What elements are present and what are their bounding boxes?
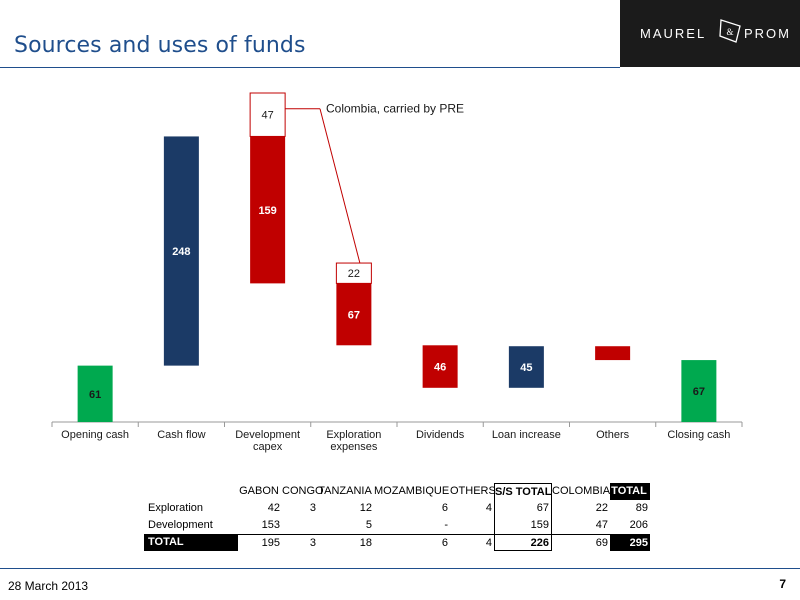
bar [250, 136, 286, 284]
table-cell: 47 [595, 519, 608, 531]
category-label: Others [596, 429, 630, 441]
page-number: 7 [779, 577, 786, 591]
table-cell: 206 [629, 519, 648, 531]
logo-mark-icon: & [719, 19, 741, 43]
waterfall-chart: 61 Opening cash 248 Cash flow 159 47 Developme… [51, 92, 743, 453]
bar [595, 346, 631, 361]
table-header-cell: GABON [239, 485, 279, 497]
table-header-cell: CONGO [282, 485, 324, 497]
data-label: 248 [172, 246, 190, 258]
category-label: Cash flow [157, 429, 205, 441]
data-label: 61 [89, 389, 101, 401]
table-cell: 5 [365, 519, 372, 531]
category-label: expenses [330, 441, 378, 453]
logo-text-right: PROM [744, 26, 791, 41]
data-label: 67 [348, 309, 360, 321]
bar [163, 136, 199, 366]
logo-mark-text: & [726, 27, 733, 37]
bar [508, 346, 544, 388]
footer-date: 28 March 2013 [8, 579, 89, 593]
table-cell: 295 [610, 534, 650, 551]
table-header-cell: COLOMBIA [552, 485, 611, 497]
carried-bar [249, 92, 286, 137]
table-cell: 3 [282, 534, 318, 551]
carried-bar [335, 262, 372, 284]
table-header-cell: TOTAL [610, 483, 650, 500]
data-label: 67 [693, 386, 705, 398]
table-cell: - [444, 519, 448, 531]
bar [681, 360, 717, 422]
table-row-label: Exploration [148, 502, 204, 514]
category-label: Closing cash [667, 429, 730, 441]
table-cell: 153 [261, 519, 280, 531]
table-cell: 6 [441, 502, 448, 514]
data-label: 45 [520, 362, 532, 374]
table-cell [282, 517, 318, 534]
data-label: 46 [434, 362, 446, 374]
table-header-cell: MOZAMBIQUE [374, 485, 450, 497]
table-cell: 12 [359, 502, 372, 514]
table-cell: 226 [494, 534, 552, 551]
carried-label: 22 [348, 268, 360, 280]
funds-table: GABON CONGO TANZANIA MOZAMBIQUE OTHERS S/S TO… [144, 483, 650, 553]
table-cell: 67 [494, 500, 552, 517]
table-cell [450, 517, 494, 534]
table-row-label: TOTAL [144, 534, 238, 551]
table-cell: 4 [485, 502, 492, 514]
carried-label: 47 [262, 110, 274, 122]
category-label: Development [235, 429, 300, 441]
page-title: Sources and uses of funds [14, 33, 306, 58]
title-divider [0, 67, 620, 68]
table-cell: 6 [374, 534, 450, 551]
logo-text-left: MAUREL [640, 26, 707, 41]
category-label: Dividends [416, 429, 465, 441]
table-row-label: Development [148, 519, 213, 531]
category-label: Exploration [326, 429, 381, 441]
category-label: Opening cash [61, 429, 129, 441]
company-logo: MAUREL & PROM [620, 0, 800, 67]
table-cell: 159 [494, 517, 552, 534]
bar [77, 365, 113, 422]
table-header-cell: TANZANIA [318, 485, 372, 497]
bar [422, 345, 458, 388]
category-label: Loan increase [492, 429, 561, 441]
table-cell: 4 [450, 534, 494, 551]
table-cell: 42 [267, 502, 280, 514]
annotation-text: Colombia, carried by PRE [326, 102, 464, 116]
table-header-cell: OTHERS [450, 485, 496, 497]
data-label: 159 [258, 205, 276, 217]
table-header-cell: S/S TOTAL [494, 483, 552, 500]
table-cell: 195 [238, 534, 282, 551]
table-cell: 22 [595, 502, 608, 514]
data-label: 15 [607, 336, 619, 348]
table-cell: 69 [552, 534, 610, 551]
category-label: capex [253, 441, 283, 453]
table-cell: 3 [309, 502, 316, 514]
footer-divider [0, 568, 800, 569]
table-cell: 18 [318, 534, 374, 551]
annotation-line [319, 108, 361, 264]
table-cell: 89 [635, 502, 648, 514]
bar [336, 283, 372, 346]
